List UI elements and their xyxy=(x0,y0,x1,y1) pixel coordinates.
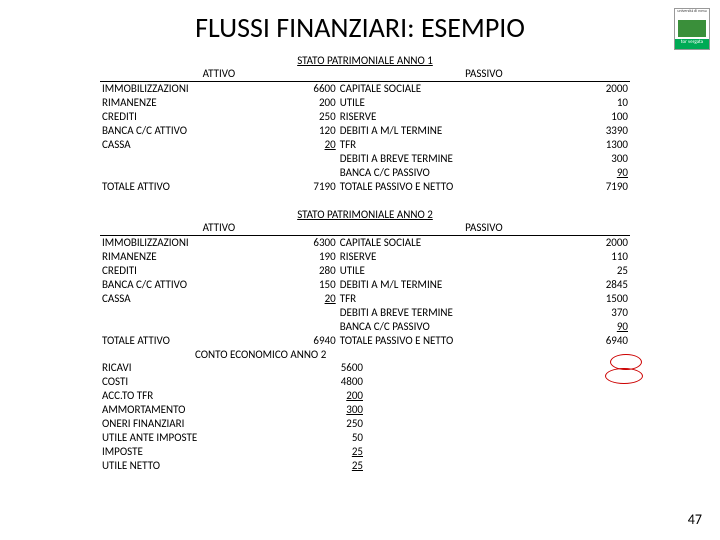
anno2-passivo-header: PASSIVO xyxy=(338,221,630,236)
cell: TOTALE PASSIVO E NETTO xyxy=(338,334,577,348)
cell: BANCA C/C ATTIVO xyxy=(100,124,284,138)
cell: 2000 xyxy=(577,236,630,251)
university-logo: università di roma tor vergata xyxy=(674,8,710,50)
cell: 280 xyxy=(284,264,337,278)
cell: 6940 xyxy=(577,334,630,348)
cell: CREDITI xyxy=(100,110,284,124)
cell: UTILE xyxy=(338,96,577,110)
cell: DEBITI A BREVE TERMINE xyxy=(338,152,577,166)
cell: ACC.TO TFR xyxy=(100,389,309,403)
cell: ONERI FINANZIARI xyxy=(100,417,309,431)
cell: UTILE NETTO xyxy=(100,459,309,473)
cell: 6940 xyxy=(284,334,337,348)
cell: UTILE ANTE IMPOSTE xyxy=(100,431,309,445)
cell: 50 xyxy=(309,431,365,445)
anno2-table: ATTIVO PASSIVO IMMOBILIZZAZIONI6300CAPIT… xyxy=(100,221,630,348)
cell: TFR xyxy=(338,292,577,306)
cell: CASSA xyxy=(100,292,284,306)
cell: 6300 xyxy=(284,236,337,251)
page-number: 47 xyxy=(688,511,702,528)
cell: TOTALE ATTIVO xyxy=(100,334,284,348)
cell: 6600 xyxy=(284,82,337,97)
cell: 90 xyxy=(577,320,630,334)
cell: IMMOBILIZZAZIONI xyxy=(100,236,284,251)
cell: 3390 xyxy=(577,124,630,138)
cell: RIMANENZE xyxy=(100,250,284,264)
cell: 100 xyxy=(577,110,630,124)
anno1-table: ATTIVO PASSIVO IMMOBILIZZAZIONI6600CAPIT… xyxy=(100,67,630,194)
cell: IMPOSTE xyxy=(100,445,309,459)
cell: 7190 xyxy=(577,180,630,194)
cell: 110 xyxy=(577,250,630,264)
cell: RISERVE xyxy=(338,110,577,124)
cell: 5600 xyxy=(309,361,365,375)
cell: DEBITI A M/L TERMINE xyxy=(338,124,577,138)
cell: RISERVE xyxy=(338,250,577,264)
cell: BANCA C/C PASSIVO xyxy=(338,166,577,180)
cell: 200 xyxy=(284,96,337,110)
cell: 150 xyxy=(284,278,337,292)
cell: CAPITALE SOCIALE xyxy=(338,236,577,251)
cell: CAPITALE SOCIALE xyxy=(338,82,577,97)
cell: 200 xyxy=(309,389,365,403)
cell: 300 xyxy=(309,403,365,417)
cell: 25 xyxy=(577,264,630,278)
cell: 250 xyxy=(284,110,337,124)
cell: 2000 xyxy=(577,82,630,97)
anno1-passivo-header: PASSIVO xyxy=(338,67,630,82)
anno2-heading: STATO PATRIMONIALE ANNO 2 xyxy=(100,208,630,221)
anno2-attivo-header: ATTIVO xyxy=(100,221,338,236)
cell: COSTI xyxy=(100,375,309,389)
ce-table: RICAVI5600 COSTI4800 ACC.TO TFR200 AMMOR… xyxy=(100,361,365,473)
page-title: FLUSSI FINANZIARI: ESEMPIO xyxy=(0,0,720,45)
cell: BANCA C/C PASSIVO xyxy=(338,320,577,334)
cell: 4800 xyxy=(309,375,365,389)
cell: 20 xyxy=(284,138,337,152)
cell: IMMOBILIZZAZIONI xyxy=(100,82,284,97)
cell: CREDITI xyxy=(100,264,284,278)
cell: 2845 xyxy=(577,278,630,292)
cell: DEBITI A BREVE TERMINE xyxy=(338,306,577,320)
cell: 10 xyxy=(577,96,630,110)
cell: 190 xyxy=(284,250,337,264)
cell: RICAVI xyxy=(100,361,309,375)
cell: 25 xyxy=(309,445,365,459)
ce-heading: CONTO ECONOMICO ANNO 2 xyxy=(100,348,630,361)
cell: BANCA C/C ATTIVO xyxy=(100,278,284,292)
cell: 90 xyxy=(577,166,630,180)
anno1-attivo-header: ATTIVO xyxy=(100,67,338,82)
cell: AMMORTAMENTO xyxy=(100,403,309,417)
cell: 120 xyxy=(284,124,337,138)
anno1-heading: STATO PATRIMONIALE ANNO 1 xyxy=(100,54,630,67)
cell: RIMANENZE xyxy=(100,96,284,110)
cell: TOTALE PASSIVO E NETTO xyxy=(338,180,577,194)
cell: TOTALE ATTIVO xyxy=(100,180,284,194)
cell: 1500 xyxy=(577,292,630,306)
content-area: STATO PATRIMONIALE ANNO 1 ATTIVO PASSIVO… xyxy=(100,48,630,473)
cell: CASSA xyxy=(100,138,284,152)
cell: 25 xyxy=(309,459,365,473)
cell: 300 xyxy=(577,152,630,166)
cell: 1300 xyxy=(577,138,630,152)
cell: UTILE xyxy=(338,264,577,278)
cell: TFR xyxy=(338,138,577,152)
cell: 7190 xyxy=(284,180,337,194)
cell: 20 xyxy=(284,292,337,306)
cell: 370 xyxy=(577,306,630,320)
cell: DEBITI A M/L TERMINE xyxy=(338,278,577,292)
cell: 250 xyxy=(309,417,365,431)
